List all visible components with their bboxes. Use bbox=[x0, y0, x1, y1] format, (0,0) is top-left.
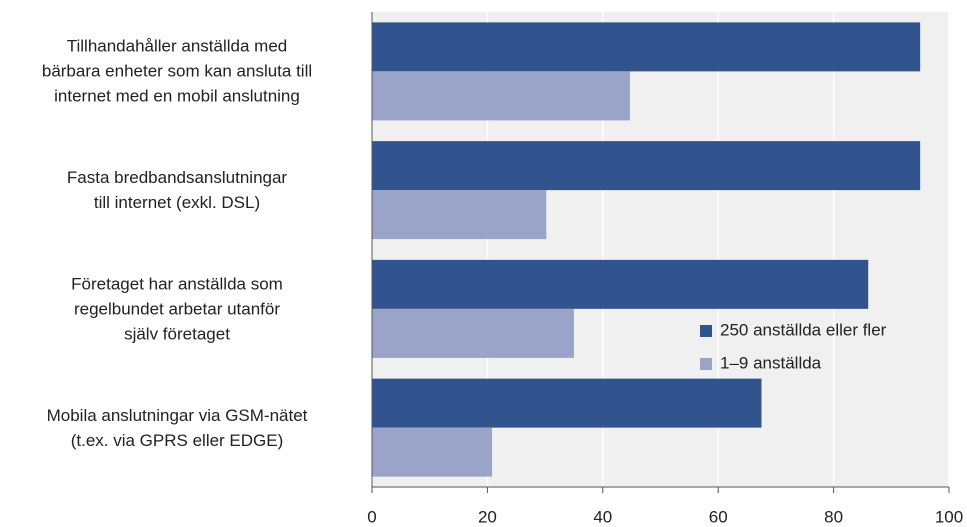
bar bbox=[372, 427, 493, 477]
bar bbox=[372, 141, 921, 191]
x-tick-label: 60 bbox=[709, 507, 728, 526]
legend-swatch bbox=[700, 358, 712, 370]
category-label: Företaget har anställda som regelbundet … bbox=[71, 274, 283, 344]
x-tick-label: 80 bbox=[824, 507, 843, 526]
bar bbox=[372, 308, 574, 358]
bar bbox=[372, 22, 921, 72]
legend-label: 250 anställda eller fler bbox=[720, 320, 887, 339]
x-tick-label: 0 bbox=[367, 507, 376, 526]
x-tick-label: 20 bbox=[478, 507, 497, 526]
category-label: Tillhandahåller anställda med bärbara en… bbox=[41, 36, 313, 106]
bar bbox=[372, 190, 547, 240]
category-label: Mobila anslutningar via GSM-nätet (t.ex.… bbox=[46, 405, 308, 450]
bar bbox=[372, 71, 630, 121]
x-tick-label: 40 bbox=[593, 507, 612, 526]
x-tick-label: 100 bbox=[935, 507, 963, 526]
bar bbox=[372, 378, 762, 428]
legend-label: 1–9 anställda bbox=[720, 353, 822, 372]
category-label: Fasta bredbandsanslutningar till interne… bbox=[66, 168, 288, 213]
legend-swatch bbox=[700, 325, 712, 337]
bar bbox=[372, 259, 869, 309]
